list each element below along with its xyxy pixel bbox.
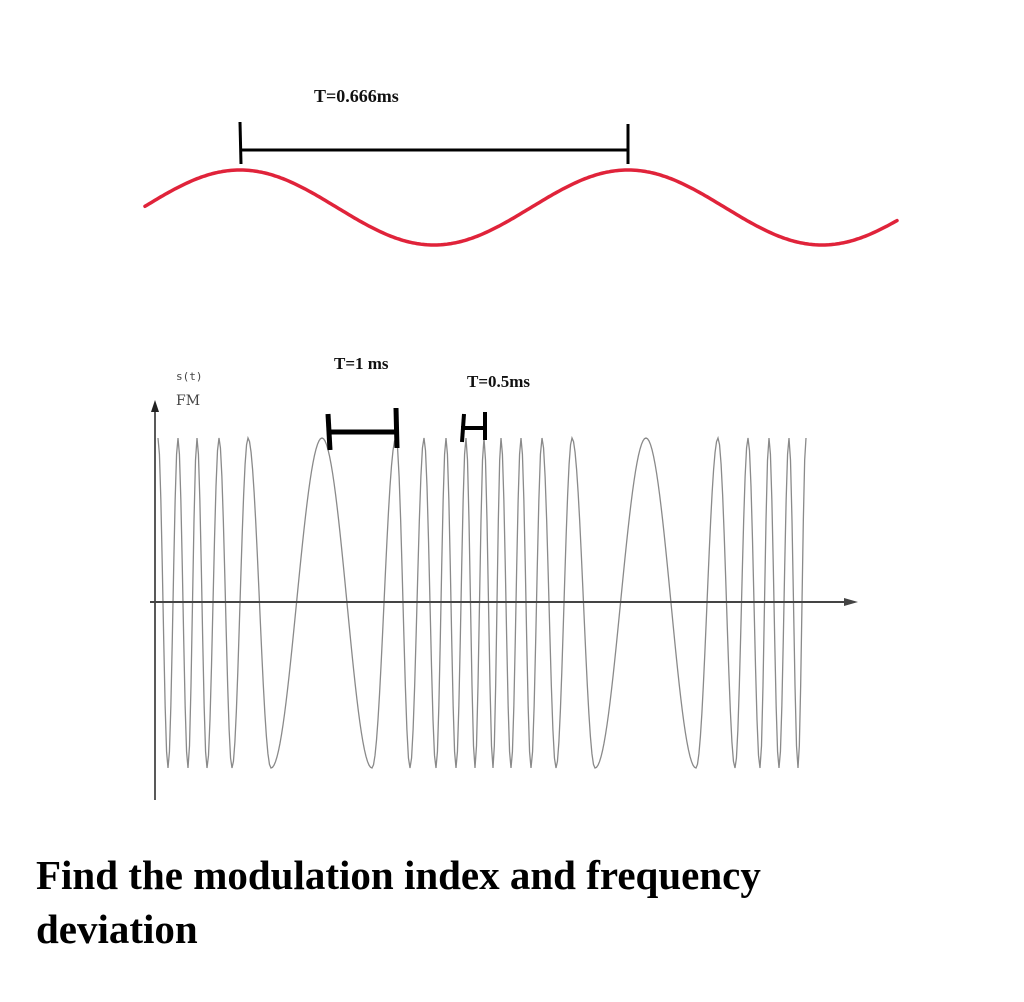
question-line-2: deviation [36,906,198,952]
message-signal-plot [143,121,899,247]
message-sine-wave [143,168,899,247]
period-marker-05ms [460,412,487,443]
question-line-1: Find the modulation index and frequency [36,852,761,898]
y-axis-arrow-icon [151,400,159,412]
period-marker-0666 [238,121,630,165]
x-axis-arrow-icon [844,598,858,606]
fm-waveform [157,435,807,769]
y-axis-label-fm: FM [176,393,201,409]
period-label-1ms: T=1 ms [334,354,389,373]
y-axis-label-st: s(t) [176,370,203,383]
period-label-05ms: T=0.5ms [467,372,531,391]
fm-signal-plot [150,400,858,800]
question-text: Find the modulation index and frequency … [36,848,996,956]
period-marker-1ms [325,407,400,451]
period-label-message: T=0.666ms [314,86,399,106]
